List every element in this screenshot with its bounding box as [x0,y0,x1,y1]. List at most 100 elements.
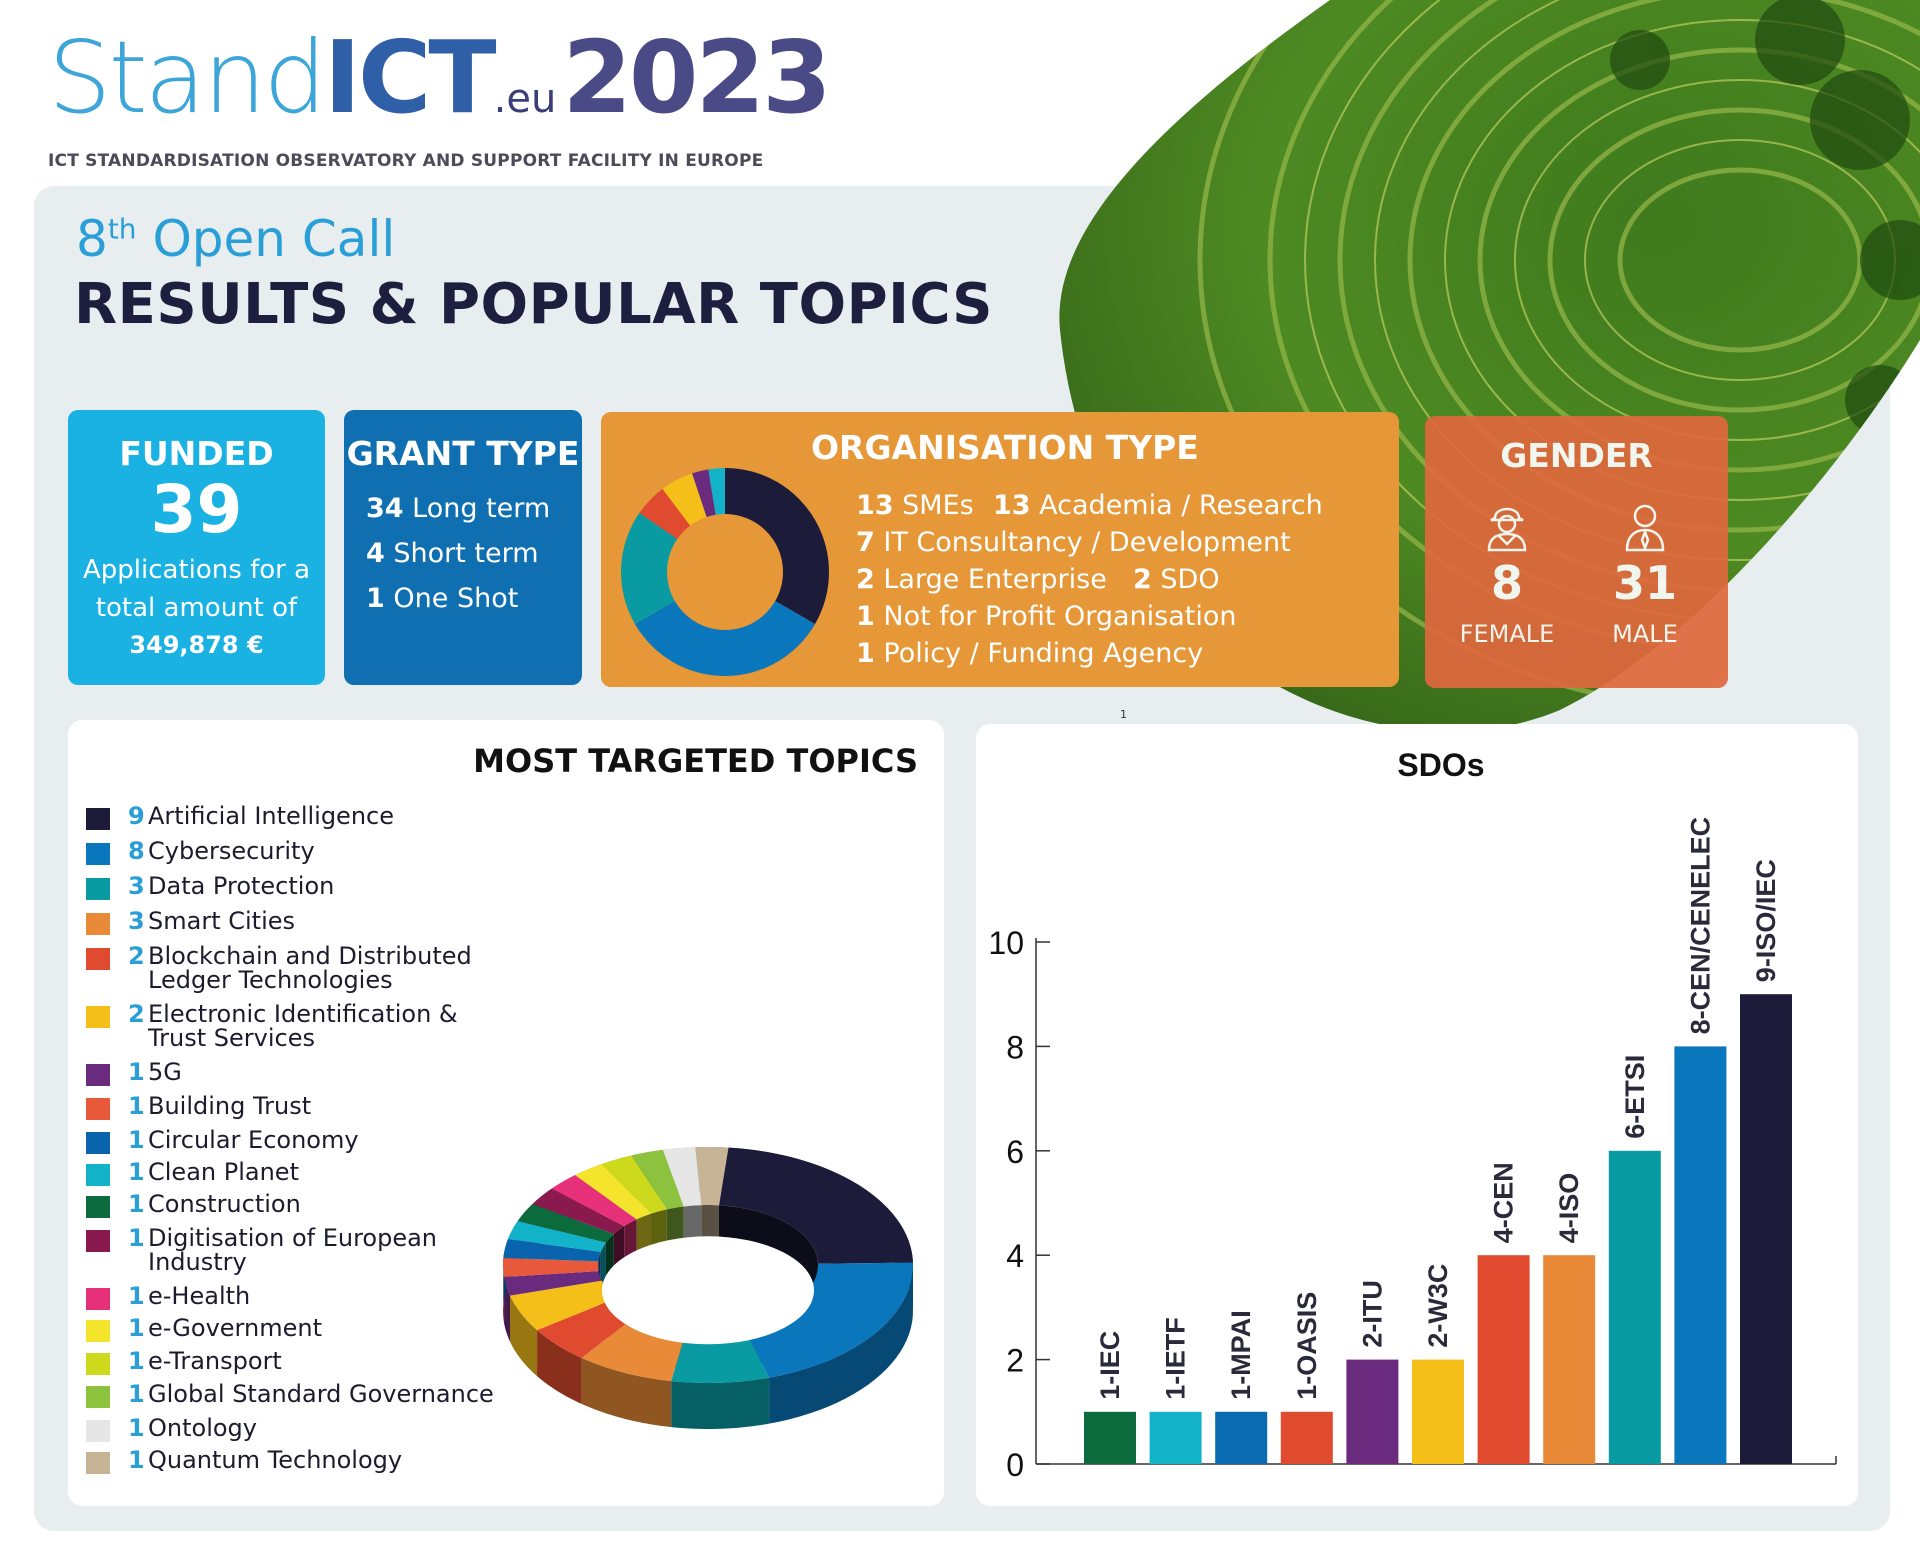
topics-donut-side [504,1276,511,1342]
legend-count: 1 [128,1380,145,1408]
legend-label: Construction [148,1190,301,1218]
funded-line2: total amount of [95,593,298,623]
legend-count: 2 [128,1000,145,1028]
topics-card: MOST TARGETED TOPICS 9 Artificial Intelli… [68,720,944,1506]
sdo-chart-title: SDOs [1397,747,1484,783]
topics-donut-slice [507,1221,606,1252]
legend-label: Building Trust [148,1092,312,1120]
legend-swatch [86,1006,110,1028]
legend-count: 1 [128,1314,145,1342]
sdo-bar-label: 1-IETF [1161,1317,1191,1400]
funded-card: FUNDED 39 Applications for a total amoun… [68,410,325,685]
grant-row: 4 Short term [366,538,582,569]
grant-row-label: Short term [393,538,539,569]
legend-count: 1 [128,1446,145,1474]
legend-swatch [86,843,110,865]
legend-label: Industry [148,1248,247,1276]
org-row-num: 13 [856,490,894,521]
org-row-num: 13 [993,490,1031,521]
topics-donut-slice [503,1257,599,1277]
legend-swatch [86,1196,110,1218]
legend-count: 1 [128,1282,145,1310]
page-marker: 1 [1120,708,1127,721]
org-donut-slice [692,469,716,517]
male-count: 31 [1612,556,1677,610]
y-tick-label: 8 [1006,1029,1024,1065]
y-tick-label: 0 [1006,1447,1024,1483]
org-row-num: 7 [856,527,875,558]
org-row-num: 2 [856,564,875,595]
y-tick-label: 10 [988,925,1024,961]
legend-label: Quantum Technology [148,1446,403,1474]
male-label: MALE [1612,620,1678,648]
legend-swatch [86,1288,110,1310]
org-row: 13 SMEs [856,490,974,521]
org-row-label: Academia / Research [1039,490,1323,521]
sdo-bar [1412,1359,1464,1464]
legend-label: Clean Planet [148,1158,299,1186]
legend-swatch [86,1164,110,1186]
funded-heading: FUNDED [119,434,274,473]
legend-label: 5G [148,1058,182,1086]
topics-donut-slice [575,1164,652,1220]
legend-label: Ontology [148,1414,257,1442]
sdo-bar [1149,1411,1202,1464]
y-tick-label: 6 [1006,1134,1024,1170]
sdo-bar [1674,1046,1727,1464]
org-row-label: Policy / Funding Agency [883,638,1204,669]
topics-donut-side [537,1330,582,1404]
sdo-bar [1280,1411,1333,1464]
topics-donut-slice [551,1175,637,1227]
legend-label: Trust Services [148,1024,315,1052]
grant-row-num: 4 [366,538,385,569]
topics-donut-slice [510,1280,617,1331]
legend-count: 1 [128,1058,145,1086]
logo-stand: Stand [48,19,327,136]
org-row: 1 Not for Profit Organisation [856,601,1237,632]
sdo-bar-label: 1-OASIS [1292,1292,1322,1400]
legend-label: Circular Economy [148,1126,359,1154]
sdo-card: SDOs 0 2 4 6 8 10 1-IEC 1-IETF 1-MPAI 1-OASIS 2-IT… [976,724,1858,1506]
sdo-bar [1084,1411,1136,1464]
sdo-bar [1543,1255,1596,1464]
org-donut-slice [708,468,725,515]
topics-donut-side [769,1262,913,1424]
org-row-num: 1 [856,638,875,669]
topics-donut-slice [718,1147,913,1264]
y-tick-label: 2 [1006,1343,1024,1379]
grant-type-card: GRANT TYPE 34 Long term 4 Short term 1 O… [344,410,582,685]
sdo-bar-label: 4-ISO [1554,1173,1584,1244]
topics-legend: 9 Artificial Intelligence 8 Cybersecurity 3 D… [86,804,546,1484]
sdo-bar-label: 2-W3C [1423,1264,1453,1348]
legend-count: 3 [128,907,145,935]
org-row: 2 SDO [1133,564,1220,595]
grant-row-label: Long term [412,493,551,524]
org-row: 2 Large Enterprise [856,564,1107,595]
topics-donut-hole [602,1236,814,1345]
page-title: RESULTS & POPULAR TOPICS [74,272,993,337]
legend-count: 1 [128,1414,145,1442]
legend-swatch [86,1064,110,1086]
topics-donut-slice [504,1271,602,1296]
logo-year: 2023 [562,19,831,136]
organisation-type-heading: ORGANISATION TYPE [811,428,1199,467]
legend-swatch [86,1353,110,1375]
funded-line1: Applications for a [82,555,311,585]
org-row-label: Large Enterprise [883,564,1107,595]
legend-swatch [86,878,110,900]
legend-swatch [86,913,110,935]
org-row-num: 1 [856,601,875,632]
male-icon [1625,504,1665,552]
sdo-bar [1740,994,1792,1464]
org-donut-slice [662,473,707,526]
funded-amount: 349,878 € [129,631,264,659]
sdo-bar [1477,1255,1530,1464]
legend-swatch [86,808,110,830]
topics-donut-side [510,1295,538,1377]
call-text: Open Call [152,210,396,268]
legend-label: Electronic Identification & [148,1000,458,1028]
logo: StandICT.eu2023 ICT STANDARDISATION OBSE… [48,28,832,172]
org-row-num: 2 [1133,564,1152,595]
logo-eu: .eu [493,76,557,122]
grant-row: 1 One Shot [366,583,582,614]
